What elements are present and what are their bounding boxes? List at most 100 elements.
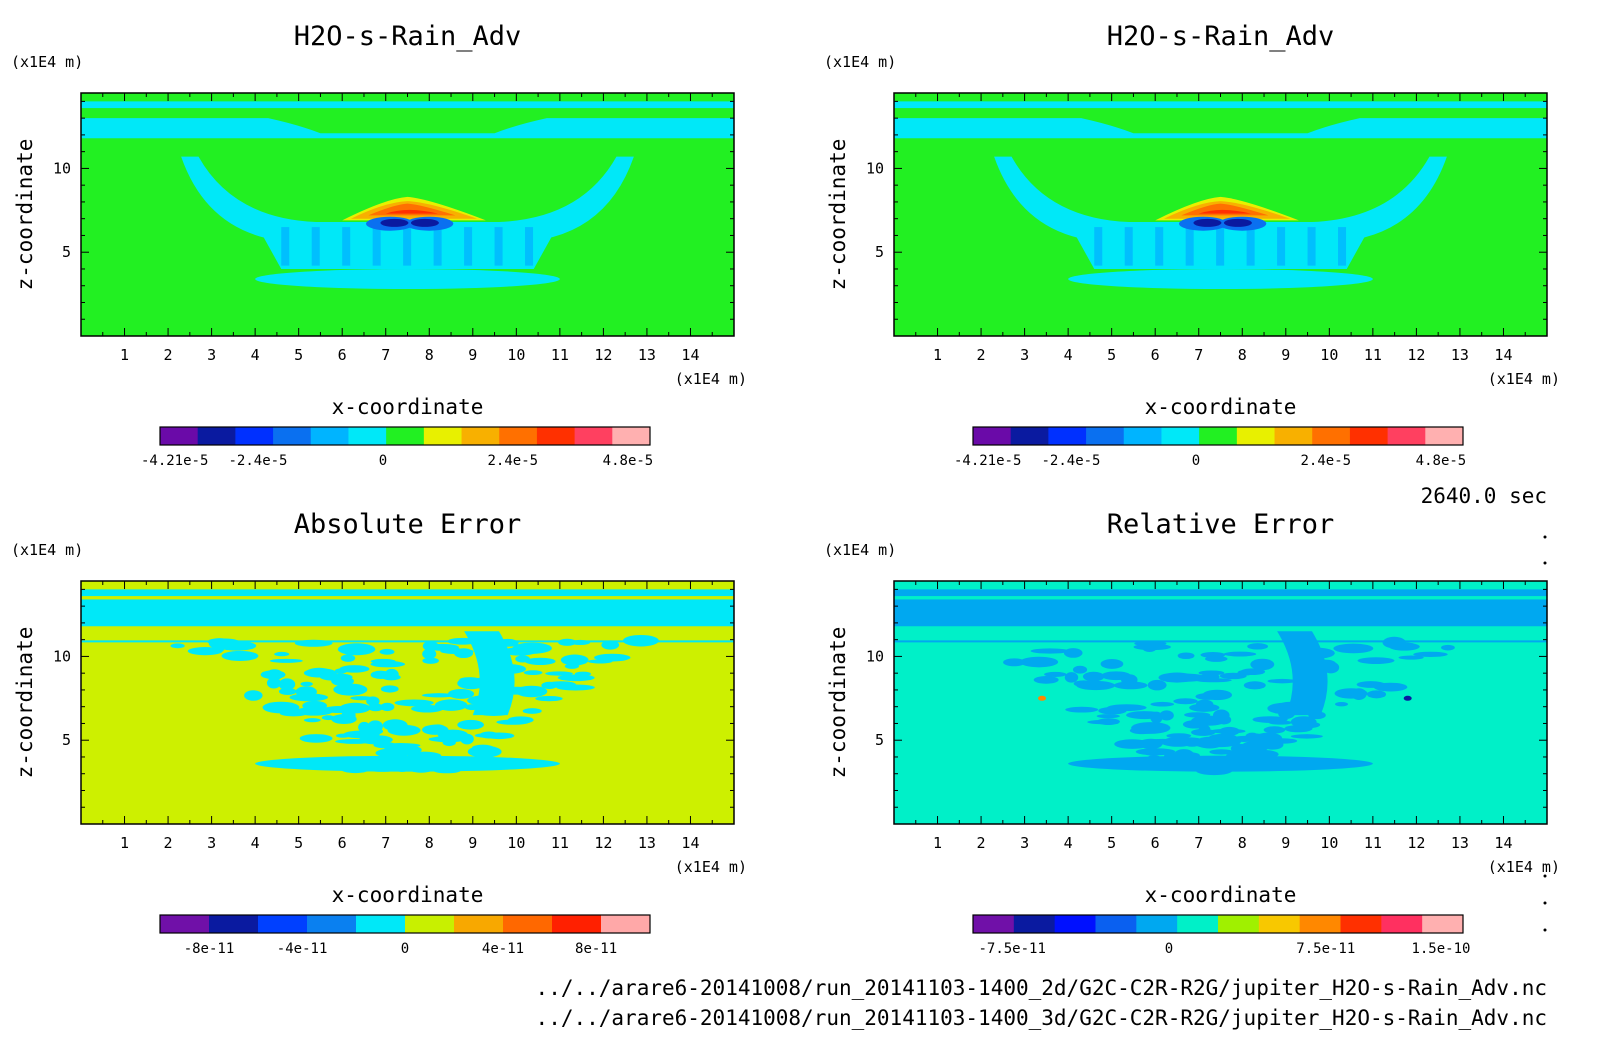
x-tick-label: 5 — [294, 834, 303, 852]
x-tick-label: 6 — [338, 834, 347, 852]
colorbar-swatch — [1199, 427, 1238, 445]
band-upper — [81, 599, 734, 627]
colorbar-label: -2.4e-5 — [1041, 453, 1100, 469]
band-top — [894, 589, 1547, 597]
colorbar-swatch — [348, 427, 387, 445]
x-tick-label: 6 — [1151, 834, 1160, 852]
colorbar-label: -4.21e-5 — [141, 453, 208, 469]
colorbar-swatch — [209, 915, 259, 933]
x-tick-label: 8 — [1238, 346, 1247, 364]
x-tick-label: 2 — [164, 346, 173, 364]
x-tick-label: 7 — [1194, 346, 1203, 364]
x-tick-label: 14 — [681, 346, 699, 364]
y-tick-label: 10 — [866, 159, 884, 177]
warm-cap-core — [1198, 209, 1251, 214]
colorbar-swatch — [310, 427, 349, 445]
margin-dot — [1543, 535, 1547, 539]
colorbar-swatch — [552, 915, 602, 933]
colorbar-swatch — [973, 427, 1012, 445]
colorbar-swatch — [612, 427, 651, 445]
colorbar-label: 2.4e-5 — [1301, 453, 1352, 469]
colorbar-swatch — [1161, 427, 1200, 445]
x-unit-label: (x1E4 m) — [675, 370, 747, 388]
contour-field — [81, 93, 734, 336]
x-tick-label: 2 — [977, 834, 986, 852]
y-axis-label: z-coordinate — [13, 627, 37, 779]
x-tick-label: 1 — [120, 346, 129, 364]
x-tick-label: 9 — [1281, 834, 1290, 852]
x-tick-label: 3 — [1020, 834, 1029, 852]
colorbar-swatch — [461, 427, 500, 445]
panel-3: Absolute Error(x1E4 m)1 2 3 4 5 6 7 8 9 10 11 12 13 1… — [11, 509, 747, 957]
y-tick-label: 10 — [866, 647, 884, 665]
x-tick-label: 2 — [977, 346, 986, 364]
panel-title: H2O-s-Rain_Adv — [1107, 21, 1335, 52]
colorbar-swatch — [1258, 915, 1301, 933]
x-tick-label: 12 — [594, 834, 612, 852]
x-tick-label: 10 — [507, 346, 525, 364]
bowl-shape — [994, 156, 1447, 243]
x-axis-label: x-coordinate — [1145, 883, 1297, 907]
x-tick-label: 5 — [294, 346, 303, 364]
colorbar-swatch — [1218, 915, 1260, 933]
x-tick-label: 13 — [638, 834, 656, 852]
x-tick-label: 8 — [425, 834, 434, 852]
y-axis-label: z-coordinate — [826, 139, 850, 291]
time-label: 2640.0 sec — [1421, 484, 1547, 508]
x-axis-label: x-coordinate — [332, 395, 484, 419]
warm-cap-core — [385, 209, 438, 214]
colorbar-swatch — [1177, 915, 1219, 933]
colorbar-swatch — [1340, 915, 1382, 933]
y-tick-label: 5 — [875, 243, 884, 261]
panel-title: Relative Error — [1107, 509, 1335, 540]
colorbar-swatch — [1086, 427, 1125, 445]
y-tick-label: 10 — [53, 647, 71, 665]
x-tick-label: 4 — [251, 834, 260, 852]
x-tick-label: 13 — [638, 346, 656, 364]
band-top — [81, 589, 734, 597]
colorbar-swatch — [454, 915, 504, 933]
colorbar-label: 2.4e-5 — [488, 453, 539, 469]
colorbar-label: 7.5e-11 — [1296, 941, 1355, 957]
colorbar-swatch — [1349, 427, 1389, 445]
colorbar-label: -8e-11 — [184, 941, 235, 957]
margin-dot — [1543, 561, 1547, 565]
colorbar-label: -2.4e-5 — [228, 453, 287, 469]
panel-1: H2O-s-Rain_Adv(x1E4 m)1 2 3 4 5 6 7 8 9 10 11 12 13 1… — [11, 21, 747, 469]
x-tick-label: 9 — [468, 834, 477, 852]
x-tick-label: 4 — [251, 346, 260, 364]
colorbar-swatch — [1054, 915, 1096, 933]
colorbar-swatch — [405, 915, 455, 933]
y-tick-label: 10 — [53, 159, 71, 177]
x-tick-label: 6 — [338, 346, 347, 364]
y-unit-label: (x1E4 m) — [11, 541, 83, 559]
x-unit-label: (x1E4 m) — [1488, 370, 1560, 388]
contour-field — [81, 581, 734, 824]
colorbar-swatch — [423, 427, 463, 445]
colorbar-swatch — [1299, 915, 1341, 933]
band-upper — [894, 118, 1547, 139]
lower-band — [1068, 269, 1373, 290]
band-top — [81, 101, 734, 109]
colorbar-swatch — [197, 427, 236, 445]
margin-dot — [1543, 928, 1547, 932]
colorbar-swatch — [1381, 915, 1423, 933]
colorbar-label: 0 — [401, 941, 409, 957]
colorbar-swatch — [536, 427, 576, 445]
x-tick-label: 9 — [468, 346, 477, 364]
x-tick-label: 5 — [1107, 346, 1116, 364]
x-tick-label: 10 — [1320, 346, 1338, 364]
colorbar-swatch — [574, 427, 613, 445]
colorbar-swatch — [1048, 427, 1087, 445]
x-tick-label: 13 — [1451, 834, 1469, 852]
x-tick-label: 11 — [551, 346, 569, 364]
y-tick-label: 5 — [875, 731, 884, 749]
colorbar-swatch — [503, 915, 553, 933]
panel-title: H2O-s-Rain_Adv — [294, 21, 522, 52]
y-axis-label: z-coordinate — [13, 139, 37, 291]
colorbar: -8e-11 -4e-11 0 4e-11 8e-11 — [159, 914, 651, 957]
colorbar: -4.21e-5 -2.4e-5 0 2.4e-5 4.8e-5 — [954, 426, 1466, 469]
colorbar-swatch — [973, 915, 1015, 933]
x-unit-label: (x1E4 m) — [675, 858, 747, 876]
colorbar-swatch — [1136, 915, 1178, 933]
